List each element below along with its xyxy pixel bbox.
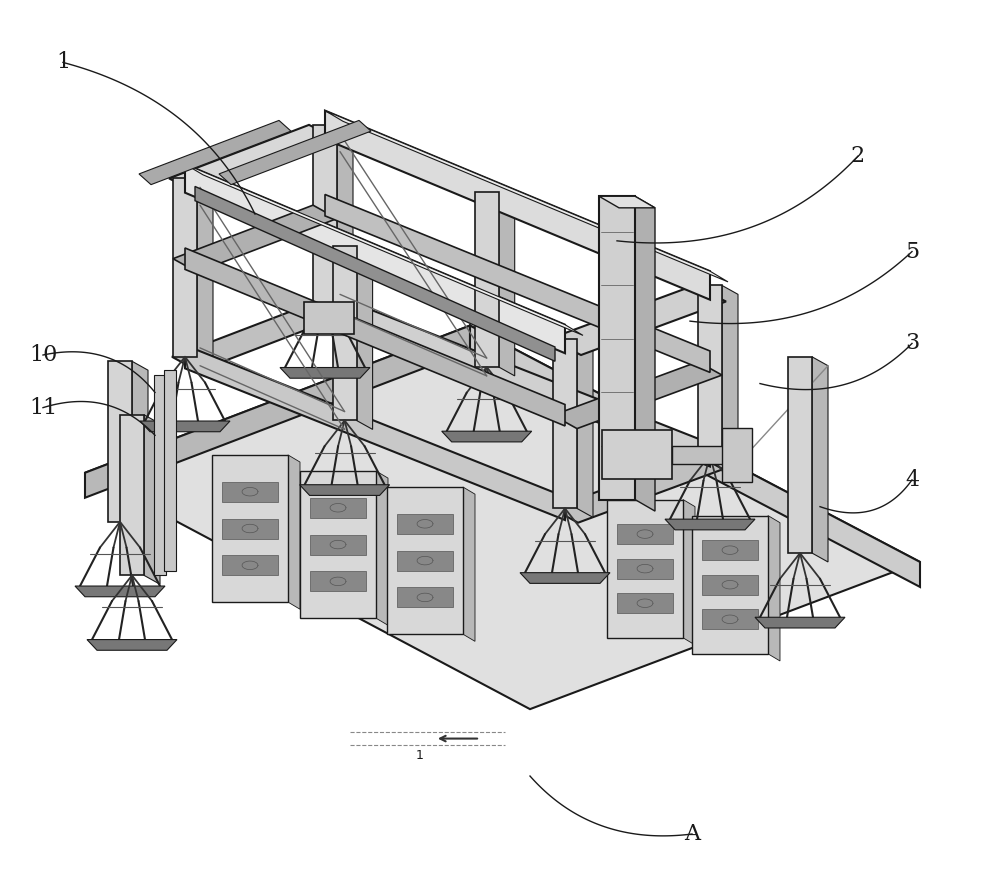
Polygon shape xyxy=(553,339,577,508)
Polygon shape xyxy=(617,558,673,579)
Polygon shape xyxy=(702,541,758,560)
Polygon shape xyxy=(788,357,812,553)
Text: 1: 1 xyxy=(416,749,424,763)
Polygon shape xyxy=(85,326,920,709)
Text: 1: 1 xyxy=(56,52,70,73)
Polygon shape xyxy=(442,431,532,442)
Polygon shape xyxy=(635,196,655,511)
Text: 5: 5 xyxy=(905,241,919,262)
Polygon shape xyxy=(144,415,160,584)
Polygon shape xyxy=(617,593,673,613)
Polygon shape xyxy=(288,455,300,609)
Polygon shape xyxy=(552,455,723,523)
Polygon shape xyxy=(702,574,758,595)
Polygon shape xyxy=(698,285,722,455)
Polygon shape xyxy=(310,498,366,517)
Polygon shape xyxy=(310,572,366,591)
Polygon shape xyxy=(185,345,565,520)
Polygon shape xyxy=(397,588,453,607)
Text: 2: 2 xyxy=(851,145,865,167)
Polygon shape xyxy=(108,361,132,522)
Polygon shape xyxy=(520,573,610,583)
Polygon shape xyxy=(140,421,230,432)
Polygon shape xyxy=(599,196,655,208)
Polygon shape xyxy=(304,302,354,334)
Polygon shape xyxy=(132,361,148,531)
Polygon shape xyxy=(607,500,683,638)
Text: 11: 11 xyxy=(29,397,57,418)
Polygon shape xyxy=(553,362,722,429)
Polygon shape xyxy=(665,519,755,530)
Polygon shape xyxy=(722,285,738,464)
Polygon shape xyxy=(387,487,463,634)
Polygon shape xyxy=(75,586,165,597)
Polygon shape xyxy=(173,205,337,272)
Polygon shape xyxy=(120,415,144,575)
Polygon shape xyxy=(154,375,166,575)
Polygon shape xyxy=(397,550,453,571)
Polygon shape xyxy=(173,178,197,357)
Polygon shape xyxy=(812,357,828,562)
Polygon shape xyxy=(768,516,780,661)
Text: 10: 10 xyxy=(29,344,57,366)
Polygon shape xyxy=(376,471,388,625)
Polygon shape xyxy=(222,518,278,539)
Polygon shape xyxy=(357,246,373,429)
Polygon shape xyxy=(185,248,565,426)
Polygon shape xyxy=(197,178,213,366)
Polygon shape xyxy=(185,164,583,335)
Polygon shape xyxy=(195,186,555,361)
Polygon shape xyxy=(85,326,470,498)
Polygon shape xyxy=(325,292,710,467)
Polygon shape xyxy=(499,193,515,376)
Polygon shape xyxy=(337,125,353,312)
Polygon shape xyxy=(169,125,341,194)
Polygon shape xyxy=(470,326,920,587)
Polygon shape xyxy=(87,640,177,650)
Polygon shape xyxy=(722,428,752,482)
Polygon shape xyxy=(463,487,475,641)
Polygon shape xyxy=(222,482,278,501)
Polygon shape xyxy=(310,534,366,555)
Polygon shape xyxy=(325,111,710,300)
Polygon shape xyxy=(325,111,728,282)
Polygon shape xyxy=(397,514,453,533)
Polygon shape xyxy=(222,556,278,575)
Polygon shape xyxy=(672,446,732,464)
Polygon shape xyxy=(313,125,337,303)
Polygon shape xyxy=(172,303,338,371)
Polygon shape xyxy=(212,455,288,602)
Polygon shape xyxy=(325,194,710,373)
Polygon shape xyxy=(692,516,768,654)
Polygon shape xyxy=(164,370,176,571)
Polygon shape xyxy=(139,120,291,185)
Polygon shape xyxy=(602,431,672,480)
Polygon shape xyxy=(280,368,370,378)
Polygon shape xyxy=(702,609,758,629)
Polygon shape xyxy=(333,246,357,420)
Polygon shape xyxy=(300,471,376,618)
Polygon shape xyxy=(617,524,673,544)
Polygon shape xyxy=(549,285,726,355)
Polygon shape xyxy=(755,617,845,628)
Polygon shape xyxy=(300,484,390,495)
Polygon shape xyxy=(219,120,371,185)
Text: 3: 3 xyxy=(905,333,919,354)
Polygon shape xyxy=(577,339,593,517)
Text: A: A xyxy=(684,823,700,845)
Polygon shape xyxy=(185,164,565,353)
Polygon shape xyxy=(683,500,695,645)
Polygon shape xyxy=(475,193,499,367)
Polygon shape xyxy=(599,196,635,500)
Text: 4: 4 xyxy=(905,469,919,491)
